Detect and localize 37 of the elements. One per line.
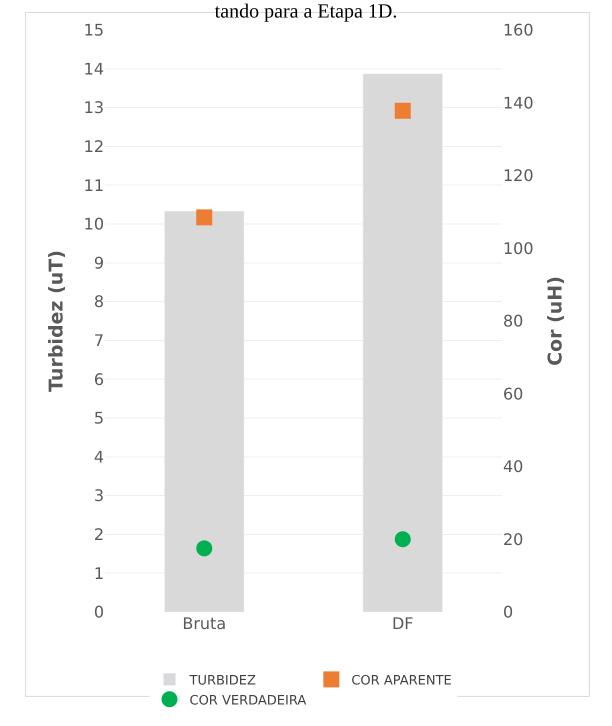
x-tick-label: Bruta bbox=[182, 614, 226, 633]
legend-label: TURBIDEZ bbox=[188, 673, 256, 688]
y-tick-label: 15 bbox=[84, 20, 104, 40]
y-tick-label: 13 bbox=[84, 98, 104, 118]
y-tick-label: 12 bbox=[84, 137, 104, 156]
y2-tick-label: 40 bbox=[503, 457, 524, 476]
point bbox=[196, 540, 212, 556]
y-tick-label: 2 bbox=[94, 525, 104, 544]
y2-tick-label: 0 bbox=[503, 602, 514, 622]
y2-axis-title: Cor (uH) bbox=[544, 276, 566, 366]
y2-tick-label: 60 bbox=[503, 384, 524, 404]
y2-tick-label: 120 bbox=[503, 166, 534, 186]
y2-tick-label: 140 bbox=[503, 93, 534, 112]
y-tick-label: 7 bbox=[94, 331, 104, 350]
y-tick-label: 1 bbox=[94, 564, 104, 583]
point bbox=[394, 102, 411, 119]
y-tick-label: 4 bbox=[94, 447, 104, 466]
y2-tick-label: 100 bbox=[503, 238, 534, 258]
y-tick-label: 0 bbox=[94, 602, 104, 622]
x-tick-label: DF bbox=[392, 614, 414, 633]
y2-tick-label: 20 bbox=[503, 530, 524, 549]
y-tick-label: 3 bbox=[94, 486, 104, 506]
y2-tick-label: 80 bbox=[503, 312, 524, 331]
y-tick-label: 5 bbox=[94, 408, 104, 428]
y-tick-label: 8 bbox=[94, 292, 104, 312]
chart-title: tando para a Etapa 1D. bbox=[214, 0, 398, 23]
point bbox=[196, 209, 212, 226]
legend-label: COR VERDADEIRA bbox=[190, 693, 306, 708]
y-tick-label: 11 bbox=[84, 176, 104, 195]
legend-label: COR APARENTE bbox=[351, 673, 452, 688]
y-tick-label: 14 bbox=[84, 59, 104, 78]
y2-tick-label: 160 bbox=[503, 20, 534, 40]
point bbox=[394, 531, 411, 548]
y-tick-label: 10 bbox=[84, 214, 104, 234]
y-tick-label: 9 bbox=[94, 253, 104, 272]
y-tick-label: 6 bbox=[94, 370, 104, 389]
y-axis-title: Turbidez (uT) bbox=[45, 250, 68, 392]
